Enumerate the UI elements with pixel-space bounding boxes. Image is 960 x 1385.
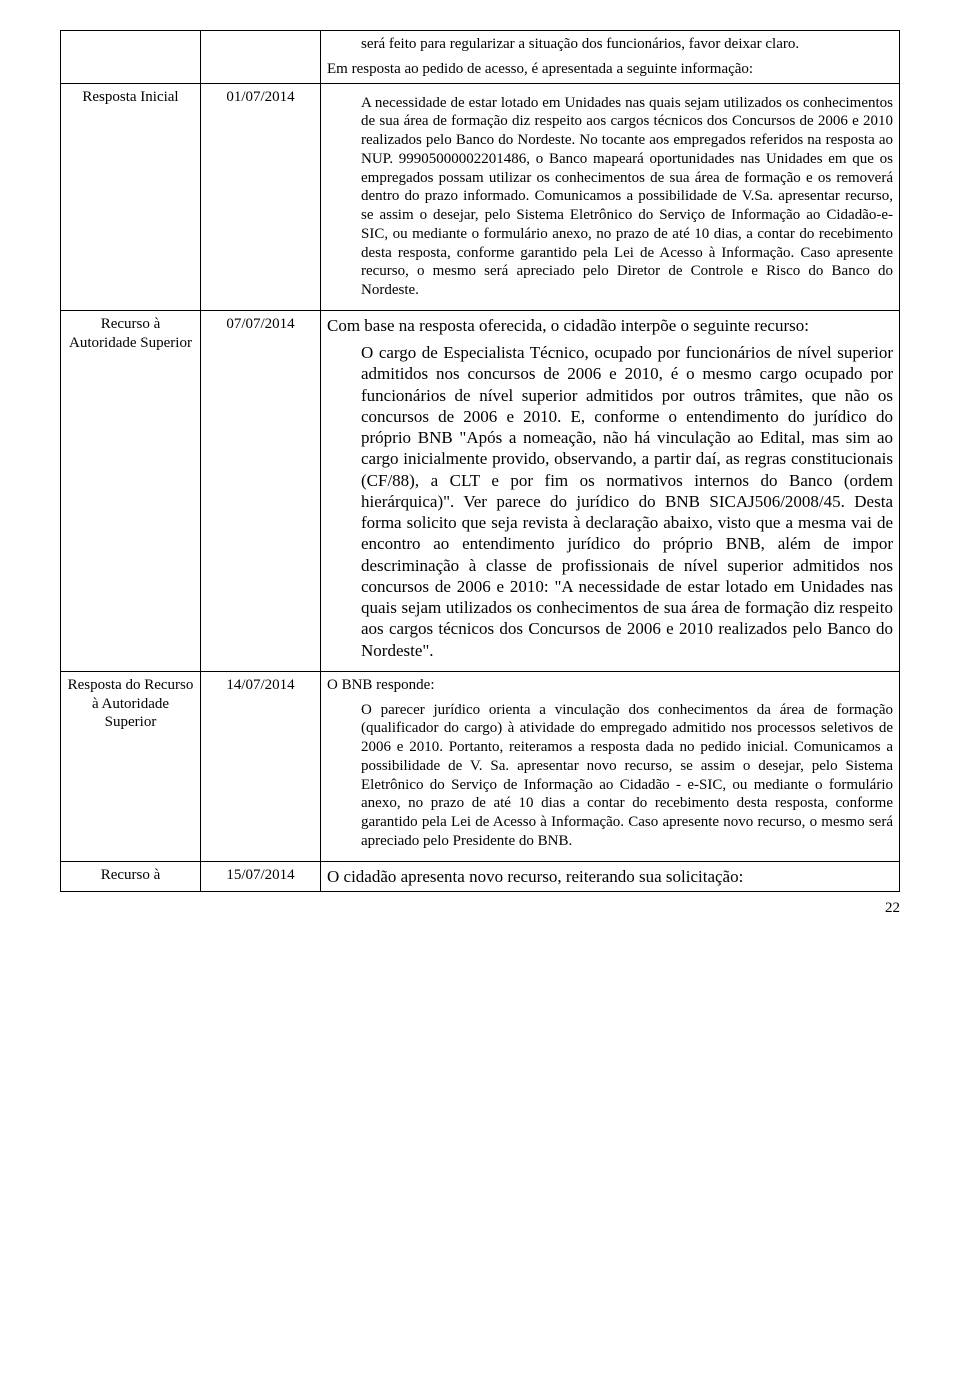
row0-date [201, 31, 321, 84]
row3-intro: O BNB responde: [327, 676, 893, 695]
row3-body: O parecer jurídico orienta a vinculação … [361, 701, 893, 851]
row0-top-text: será feito para regularizar a situação d… [361, 35, 893, 54]
table-row: Resposta do Recurso à Autoridade Superio… [61, 671, 900, 861]
row1-date: 01/07/2014 [201, 83, 321, 310]
row2-label: Recurso à Autoridade Superior [61, 310, 201, 671]
row0-body-cell: será feito para regularizar a situação d… [321, 31, 900, 84]
row2-body-cell: Com base na resposta oferecida, o cidadã… [321, 310, 900, 671]
row1-body-cell: A necessidade de estar lotado em Unidade… [321, 83, 900, 310]
page-number: 22 [60, 900, 900, 917]
row4-date: 15/07/2014 [201, 861, 321, 891]
row0-label [61, 31, 201, 84]
row1-body: A necessidade de estar lotado em Unidade… [361, 94, 893, 300]
row2-intro: Com base na resposta oferecida, o cidadã… [327, 315, 893, 336]
document-table: será feito para regularizar a situação d… [60, 30, 900, 892]
row4-label: Recurso à [61, 861, 201, 891]
row3-body-cell: O BNB responde: O parecer jurídico orien… [321, 671, 900, 861]
table-row: Resposta Inicial 01/07/2014 A necessidad… [61, 83, 900, 310]
table-row: Recurso à 15/07/2014 O cidadão apresenta… [61, 861, 900, 891]
table-row: Recurso à Autoridade Superior 07/07/2014… [61, 310, 900, 671]
row2-date: 07/07/2014 [201, 310, 321, 671]
row4-body: O cidadão apresenta novo recurso, reiter… [321, 861, 900, 891]
table-row: será feito para regularizar a situação d… [61, 31, 900, 84]
row1-label: Resposta Inicial [61, 83, 201, 310]
row2-body: O cargo de Especialista Técnico, ocupado… [361, 342, 893, 661]
page: será feito para regularizar a situação d… [0, 0, 960, 947]
row3-label: Resposta do Recurso à Autoridade Superio… [61, 671, 201, 861]
row0-intro: Em resposta ao pedido de acesso, é apres… [327, 60, 893, 79]
row3-date: 14/07/2014 [201, 671, 321, 861]
